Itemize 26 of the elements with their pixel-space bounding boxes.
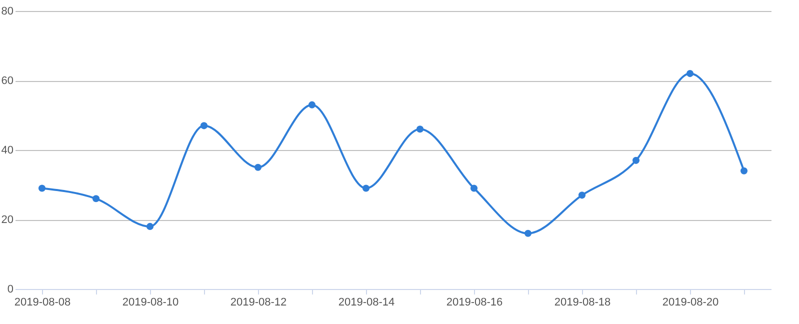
point <box>686 70 694 78</box>
point <box>92 195 100 202</box>
x-tick-label: 2019-08-16 <box>446 296 503 308</box>
x-tick-label: 2019-08-08 <box>14 296 71 308</box>
y-tick-label: 40 <box>1 144 14 156</box>
point <box>38 184 46 192</box>
point <box>632 156 640 164</box>
y-tick-label: 0 <box>7 284 14 296</box>
x-tick-label: 2019-08-12 <box>230 296 287 308</box>
point <box>578 192 586 199</box>
point <box>308 101 316 108</box>
point <box>416 126 424 133</box>
x-tick-label: 2019-08-10 <box>122 296 179 308</box>
y-tick-label: 80 <box>1 6 14 18</box>
point <box>470 184 478 192</box>
point <box>146 222 154 230</box>
point <box>362 184 370 192</box>
point <box>740 167 748 174</box>
point <box>524 230 532 237</box>
point <box>200 122 208 130</box>
x-tick-label: 2019-08-20 <box>662 296 719 308</box>
point <box>254 164 262 171</box>
y-tick-label: 60 <box>1 75 14 87</box>
y-tick-label: 20 <box>1 214 14 226</box>
x-tick-label: 2019-08-14 <box>338 296 395 308</box>
x-tick-label: 2019-08-18 <box>554 296 611 308</box>
